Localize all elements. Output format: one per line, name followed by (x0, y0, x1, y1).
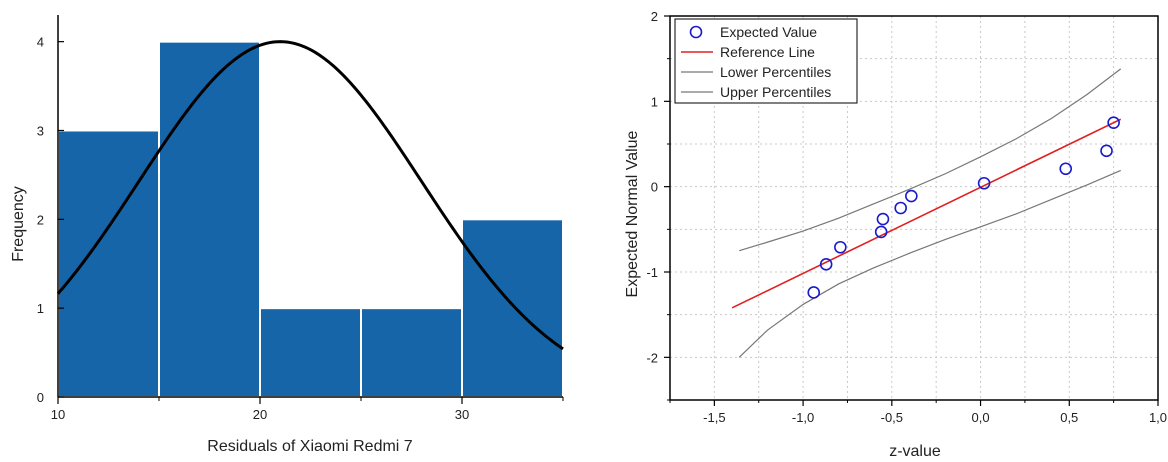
qq-data-point (977, 176, 991, 190)
histogram-y-tick-label: 4 (37, 35, 44, 50)
qq-line-upper-percentiles (739, 68, 1122, 252)
qq-y-tick-label: 2 (651, 9, 658, 24)
histogram-y-tick-label: 3 (37, 123, 44, 138)
qq-tick-labels: -2 -1 0 1 2 -1,5 -1,0 -0,5 0,0 0,5 1,0 (646, 9, 1167, 425)
qq-y-tick-label: 1 (651, 94, 658, 109)
histogram-bar-5 (461, 218, 564, 398)
qq-y-tick-label: -2 (646, 350, 658, 365)
histogram-x-tick-label: 30 (455, 407, 469, 422)
qq-line-lower-percentiles (738, 169, 1121, 358)
qq-data-point (819, 258, 833, 271)
qq-x-tick-label: 0,5 (1060, 410, 1078, 425)
qq-x-tick-label: -1,0 (792, 410, 814, 425)
qq-legend: Expected Value Reference Line Lower Percen… (674, 18, 858, 104)
qq-legend-label: Reference Line (720, 44, 815, 60)
qq-data-points (807, 116, 1120, 299)
qq-y-tick-label: 0 (651, 180, 658, 195)
histogram-y-axis-title: Frequency (10, 186, 27, 262)
qq-x-tick-label: -1,5 (703, 410, 725, 425)
histogram-bar-4 (360, 307, 463, 398)
qq-data-point (834, 240, 847, 254)
histogram-y-tick-label: 2 (37, 212, 44, 227)
qq-x-axis-title: z-value (889, 443, 941, 460)
qq-data-point (1107, 116, 1120, 129)
histogram-y-tick-label: 1 (37, 301, 44, 316)
qq-x-tick-label: -0,5 (881, 410, 903, 425)
histogram-bar-1 (57, 129, 160, 398)
qq-y-axis-title: Expected Normal Value (624, 130, 641, 297)
qq-x-tick-label: 1,0 (1149, 410, 1167, 425)
qq-legend-label: Expected Value (720, 24, 817, 40)
qq-legend-label: Upper Percentiles (720, 84, 831, 100)
histogram-bars (57, 40, 564, 399)
qq-plot-chart: -2 -1 0 1 2 -1,5 -1,0 -0,5 0,0 0,5 1,0 z-value Exp… (624, 9, 1167, 460)
qq-line-reference-line (731, 118, 1122, 309)
qq-legend-label: Lower Percentiles (720, 64, 831, 80)
qq-data-point (1059, 162, 1073, 176)
qq-legend-marker (689, 25, 703, 39)
qq-x-tick-label: 0,0 (972, 410, 990, 425)
qq-data-point (905, 189, 918, 203)
histogram-y-tick-label: 0 (37, 390, 44, 405)
histogram-bar-3 (259, 307, 362, 398)
normal-curve (56, 40, 564, 351)
qq-plot-frame (669, 15, 1159, 401)
histogram-axes (57, 15, 564, 404)
histogram-x-tick-label: 20 (253, 407, 267, 422)
qq-data-point (807, 286, 821, 299)
qq-y-tick-label: -1 (646, 265, 658, 280)
histogram-x-tick-label: 10 (51, 407, 65, 422)
qq-series-lines (731, 68, 1122, 358)
histogram-x-axis-title: Residuals of Xiaomi Redmi 7 (207, 438, 413, 455)
qq-data-point (876, 212, 890, 226)
qq-legend-box (674, 18, 858, 104)
qq-data-point (1100, 144, 1113, 158)
histogram-tick-labels: 0 1 2 3 4 10 20 30 (37, 35, 469, 422)
qq-axes (664, 15, 1159, 406)
qq-data-point (894, 201, 907, 215)
histogram-bar-2 (158, 40, 261, 399)
qq-data-point (874, 225, 888, 239)
